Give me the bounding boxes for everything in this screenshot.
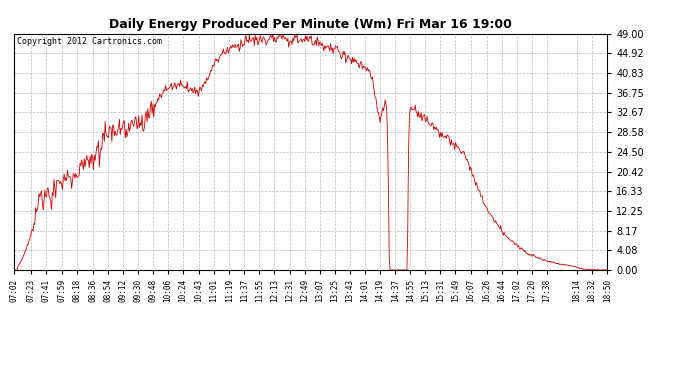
Title: Daily Energy Produced Per Minute (Wm) Fri Mar 16 19:00: Daily Energy Produced Per Minute (Wm) Fr…: [109, 18, 512, 31]
Text: Copyright 2012 Cartronics.com: Copyright 2012 Cartronics.com: [17, 37, 161, 46]
